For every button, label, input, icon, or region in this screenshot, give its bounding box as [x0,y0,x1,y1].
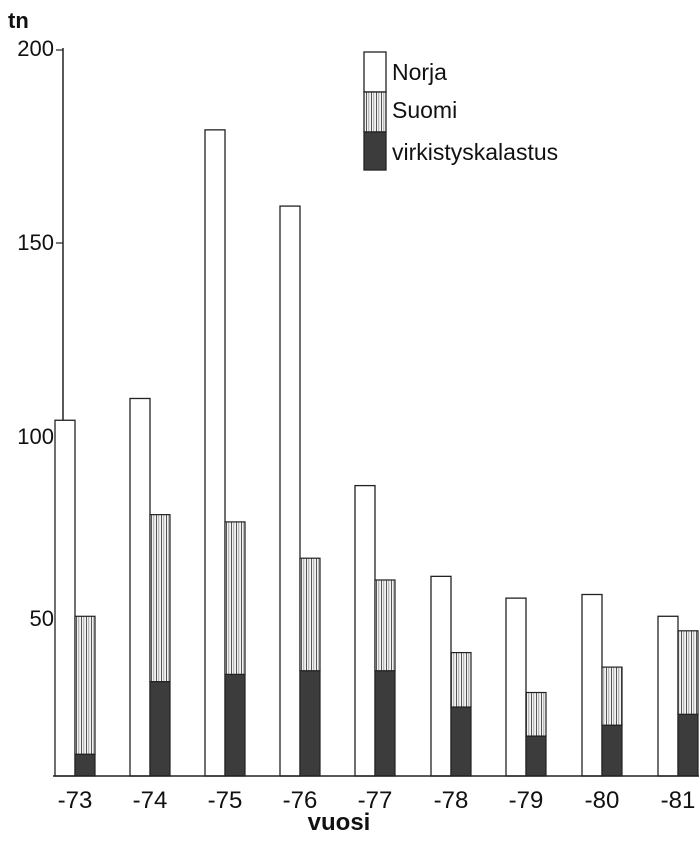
bar-suomi-77 [374,579,396,672]
bar-virkistyskalastus-78 [450,706,472,777]
bar-norja-78 [430,575,452,777]
x-tick-label-78: -78 [434,787,469,814]
legend-label-suomi: Suomi [392,97,457,123]
legend-swatch-virkistyskalastus [363,131,387,171]
x-labels-group: -73 -74 -75 -76 -77 -78 -79 -80 -81 [58,787,696,814]
x-tick-label-75: -75 [208,787,243,814]
bar-virkistyskalastus-79 [525,735,547,777]
bar-suomi-75 [224,521,246,675]
x-tick-label-74: -74 [133,787,168,814]
y-axis-title: tn [8,8,29,33]
bar-norja-79 [505,597,527,777]
bar-norja-76 [279,205,301,777]
bars-group [54,129,699,777]
bar-suomi-79 [525,691,547,737]
bar-suomi-73 [74,615,96,755]
x-tick-label-76: -76 [283,787,318,814]
bar-norja-80 [581,593,603,777]
bar-norja-73 [54,419,76,777]
bar-virkistyskalastus-74 [149,681,171,777]
bar-virkistyskalastus-81 [677,713,699,777]
bar-suomi-81 [677,630,699,715]
bar-suomi-74 [149,514,171,683]
bar-norja-77 [354,484,376,777]
legend-swatch-norja [363,51,387,93]
bar-virkistyskalastus-76 [299,670,321,777]
legend-label-norja: Norja [392,59,447,85]
bar-norja-74 [129,397,151,777]
legend: Norja Suomi virkistyskalastus [363,51,558,171]
y-tick-label-200: 200 [17,36,54,61]
y-tick-label-50: 50 [30,606,54,631]
bar-norja-81 [657,615,679,777]
bar-suomi-76 [299,557,321,672]
bar-virkistyskalastus-80 [601,724,623,777]
y-tick-label-100: 100 [17,424,54,449]
bar-virkistyskalastus-73 [74,753,96,777]
legend-swatch-suomi [363,91,387,133]
bar-suomi-78 [450,651,472,708]
y-tick-label-150: 150 [17,230,54,255]
x-tick-label-80: -80 [585,787,620,814]
x-tick-label-79: -79 [509,787,544,814]
legend-label-virkistyskalastus: virkistyskalastus [392,139,558,165]
bar-suomi-80 [601,666,623,726]
bar-virkistyskalastus-75 [224,673,246,777]
x-tick-label-77: -77 [358,787,393,814]
x-tick-label-73: -73 [58,787,93,814]
bar-virkistyskalastus-77 [374,670,396,777]
bar-norja-75 [204,129,226,777]
x-tick-label-81: -81 [661,787,696,814]
x-axis-title: vuosi [308,809,371,836]
